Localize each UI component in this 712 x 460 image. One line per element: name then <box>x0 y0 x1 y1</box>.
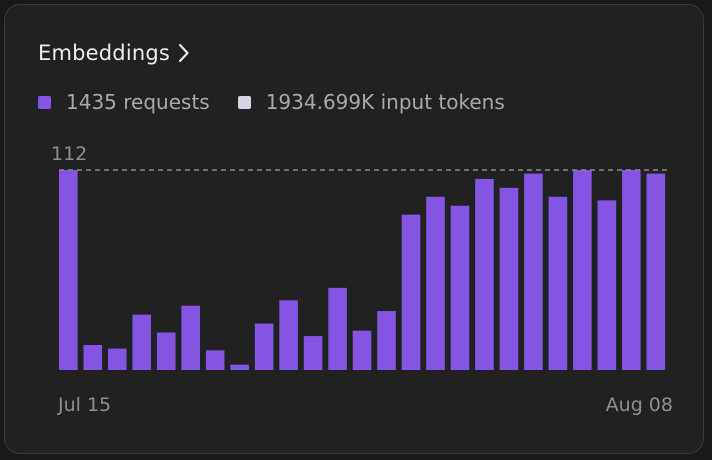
legend-swatch-requests <box>38 95 51 109</box>
bar[interactable] <box>646 173 666 370</box>
legend-item-requests: 1435 requests <box>38 90 210 114</box>
bar[interactable] <box>83 345 103 370</box>
bar-group <box>59 170 666 371</box>
legend-label-requests: 1435 requests <box>66 90 210 114</box>
bar[interactable] <box>303 336 323 370</box>
bar[interactable] <box>573 170 592 370</box>
bar[interactable] <box>205 350 225 370</box>
bar[interactable] <box>450 205 470 370</box>
chart-legend: 1435 requests 1934.699K input tokens <box>38 88 533 116</box>
legend-item-input-tokens: 1934.699K input tokens <box>237 90 505 114</box>
bar[interactable] <box>499 187 519 370</box>
requests-bar-chart: 112 Jul 15 Aug 08 <box>51 143 673 416</box>
bar[interactable] <box>328 287 347 370</box>
x-tick-label: Aug 08 <box>606 394 673 416</box>
bar[interactable] <box>254 323 274 370</box>
bar[interactable] <box>279 300 298 370</box>
bar[interactable] <box>377 311 396 370</box>
embeddings-card: Embeddings 1435 requests 1934.699K input… <box>4 4 704 454</box>
bar[interactable] <box>597 200 617 370</box>
bar[interactable] <box>352 330 372 370</box>
bar[interactable] <box>524 173 543 370</box>
bar[interactable] <box>156 332 176 371</box>
bar[interactable] <box>401 214 421 370</box>
bar[interactable] <box>426 196 445 370</box>
legend-label-input-tokens: 1934.699K input tokens <box>265 90 505 114</box>
x-tick-labels: Jul 15 Aug 08 <box>57 394 673 416</box>
card-title: Embeddings <box>38 41 171 65</box>
bar[interactable] <box>230 364 249 370</box>
bar[interactable] <box>107 348 127 370</box>
bar[interactable] <box>181 305 200 370</box>
y-max-label: 112 <box>51 143 87 165</box>
bar[interactable] <box>548 196 568 370</box>
bar[interactable] <box>132 314 152 370</box>
bar[interactable] <box>622 170 641 370</box>
x-tick-label: Jul 15 <box>57 394 111 416</box>
bar[interactable] <box>475 178 494 370</box>
bar[interactable] <box>59 170 78 370</box>
card-title-link[interactable]: Embeddings <box>38 36 190 70</box>
chevron-right-icon <box>178 43 190 63</box>
legend-swatch-input-tokens <box>237 95 251 109</box>
